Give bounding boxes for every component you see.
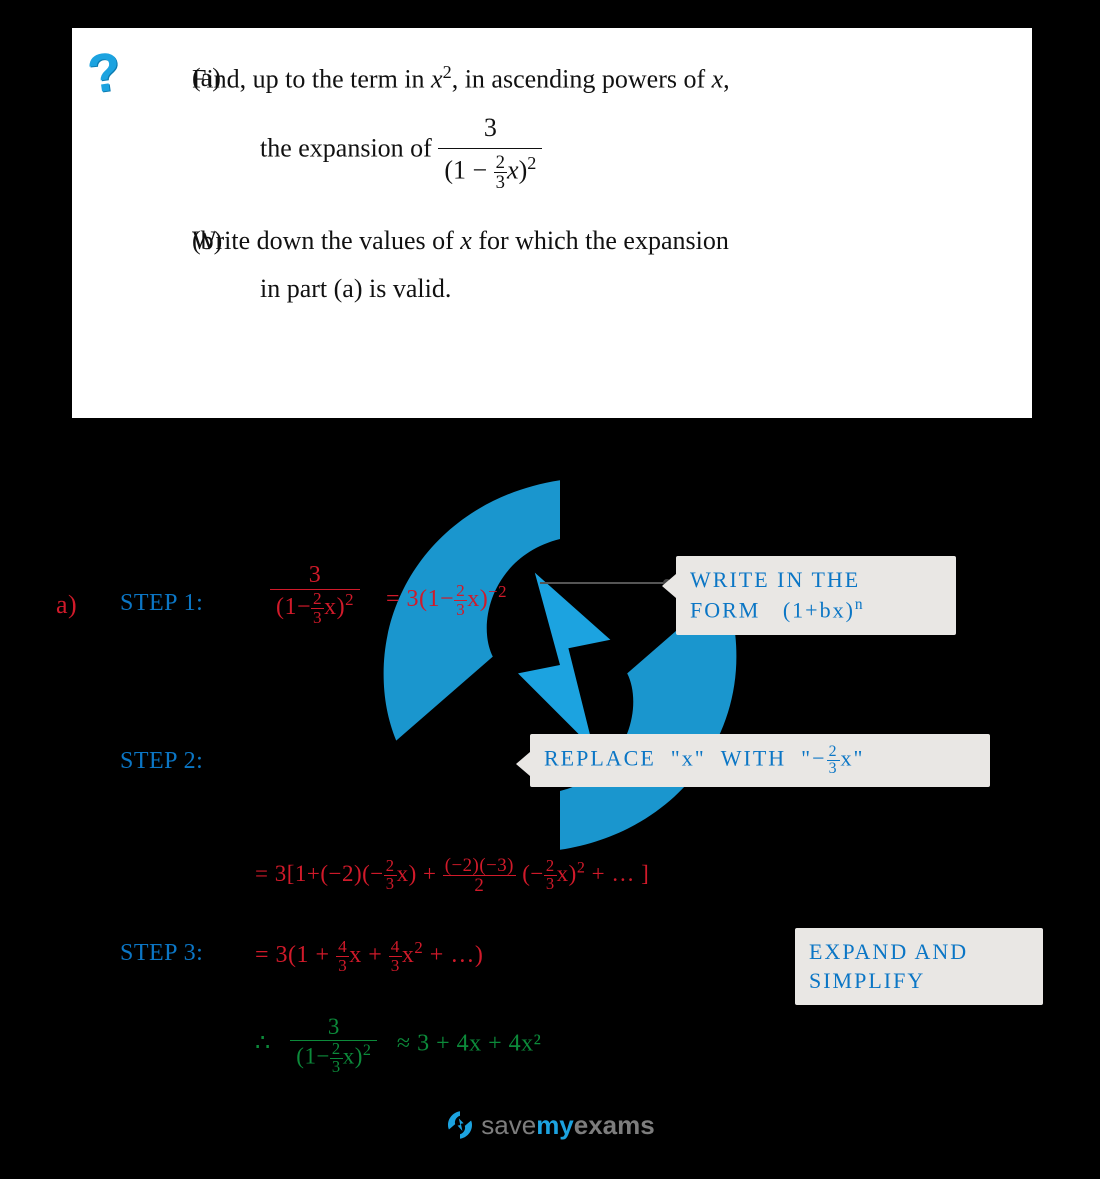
- therefore: ∴: [255, 1030, 271, 1056]
- step-1-lhs: 3 (1−23x)2: [270, 562, 360, 627]
- part-b-line1: (b) Write down the values of x for which…: [102, 221, 992, 261]
- footer-logo: savemyexams: [445, 1110, 654, 1141]
- d: 3: [389, 957, 402, 975]
- step-1-rhs: = 3(1−23x)−2: [386, 582, 507, 619]
- d: 3: [827, 761, 841, 777]
- p: 2: [443, 62, 452, 82]
- question-card: (a) Find, up to the term in x2, in ascen…: [72, 28, 1032, 418]
- l1: EXPAND AND: [809, 938, 1029, 967]
- n: 2: [454, 582, 467, 601]
- p: −2: [488, 582, 507, 601]
- frac: 3 (1−23x)2: [290, 1014, 377, 1076]
- n: 4: [336, 938, 349, 957]
- t: Find, up to the term in: [192, 65, 431, 94]
- part-b-label: (b): [102, 221, 192, 261]
- part-a-text1: Find, up to the term in x2, in ascending…: [192, 58, 992, 100]
- rhs: ≈ 3 + 4x + 4x²: [397, 1030, 541, 1056]
- v: x: [431, 65, 443, 94]
- n: 3: [270, 562, 360, 590]
- n: 2: [827, 744, 841, 761]
- step-3-label: STEP 3:: [120, 940, 203, 967]
- numerator: 3: [438, 108, 542, 149]
- t: = 3(1−: [386, 586, 454, 612]
- footer: savemyexams: [0, 1110, 1100, 1146]
- callout-expand: EXPAND AND SIMPLIFY: [795, 928, 1043, 1005]
- d: 3: [336, 957, 349, 975]
- sf: 43: [336, 938, 349, 974]
- d: 3: [454, 601, 467, 619]
- my: my: [536, 1110, 574, 1140]
- t: ): [519, 156, 528, 185]
- v: x: [712, 65, 724, 94]
- step-3-line1: = 3(1 + 43x + 43x2 + …): [255, 938, 483, 975]
- t: (1 −: [444, 156, 493, 185]
- denominator: (1 − 23x)2: [438, 149, 542, 192]
- n: 3: [290, 1014, 377, 1041]
- two-thirds: 23: [494, 153, 507, 192]
- t: the expansion of: [260, 133, 438, 162]
- save: save: [481, 1110, 536, 1140]
- sf: 23: [827, 744, 841, 777]
- callout-replace: REPLACE "x" WITH "−23x": [530, 734, 990, 787]
- v: x: [507, 156, 519, 185]
- frac: 3 (1−23x)2: [270, 562, 360, 627]
- l2: SIMPLIFY: [809, 967, 1029, 996]
- l2: FORM (1+bx)n: [690, 595, 942, 625]
- n: 4: [389, 938, 402, 957]
- t: x): [467, 586, 488, 612]
- solution-part-a-label: a): [56, 590, 77, 620]
- t: Write down the values of: [192, 226, 460, 255]
- t: for which the expansion: [472, 226, 729, 255]
- watermark-logo: [350, 455, 770, 875]
- part-b-line2: in part (a) is valid.: [102, 269, 992, 309]
- exams: exams: [574, 1110, 655, 1140]
- part-b-text1: Write down the values of x for which the…: [192, 221, 992, 261]
- n: 2: [311, 590, 324, 609]
- sf: 23: [330, 1041, 343, 1076]
- d: (1−23x)2: [270, 590, 360, 627]
- l1: WRITE IN THE: [690, 566, 942, 595]
- d: (1−23x)2: [290, 1041, 377, 1076]
- bolt-icon: [445, 1110, 475, 1140]
- callout-write-form: WRITE IN THE FORM (1+bx)n: [676, 556, 956, 635]
- t: ,: [723, 65, 730, 94]
- expansion-fraction: 3 (1 − 23x)2: [438, 108, 542, 193]
- part-a-line1: (a) Find, up to the term in x2, in ascen…: [102, 58, 992, 100]
- footer-text: savemyexams: [481, 1110, 654, 1141]
- d: 3: [494, 173, 507, 192]
- sf: 23: [454, 582, 467, 618]
- t: , in ascending powers of: [452, 65, 712, 94]
- v: x: [460, 226, 472, 255]
- sf: 23: [384, 858, 397, 893]
- sf3: 23: [544, 858, 557, 893]
- p: 2: [527, 153, 536, 173]
- step-2-label: STEP 2:: [120, 748, 203, 775]
- callout-1-leader: [540, 582, 670, 584]
- d: 3: [311, 609, 324, 627]
- sf2: (−2)(−3)2: [443, 856, 516, 895]
- final-answer: ∴ 3 (1−23x)2 ≈ 3 + 4x + 4x²: [255, 1014, 541, 1076]
- step-2-expansion: = 3[1+(−2)(−23x) + (−2)(−3)2 (−23x)2 + ……: [255, 856, 649, 895]
- n: 2: [494, 153, 507, 173]
- step-1-label: STEP 1:: [120, 590, 203, 617]
- sf: 23: [311, 590, 324, 626]
- part-a-line2: the expansion of 3 (1 − 23x)2: [102, 108, 992, 193]
- sf2: 43: [389, 938, 402, 974]
